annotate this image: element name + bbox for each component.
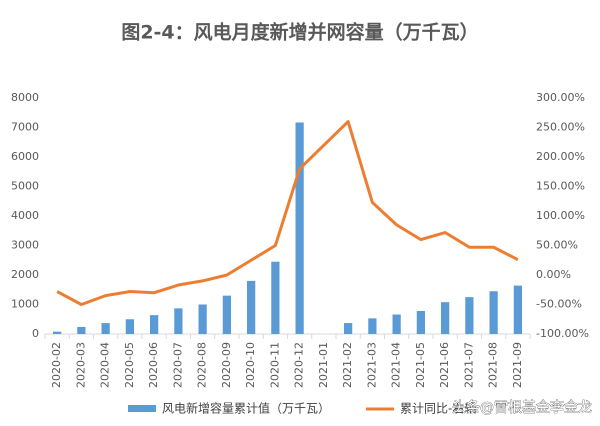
bar — [77, 326, 86, 334]
legend-label: 累计同比-右轴 — [400, 401, 476, 416]
bar — [150, 315, 159, 334]
bar — [247, 280, 256, 334]
y2-tick-label: 250.00% — [536, 121, 585, 134]
y2-tick-label: 150.00% — [536, 180, 585, 193]
legend-label: 风电新增容量累计值（万千瓦） — [162, 401, 330, 416]
y2-tick-label: -100.00% — [536, 327, 589, 340]
x-tick-label: 2020-05 — [123, 342, 136, 388]
y-tick-label: 2000 — [11, 268, 39, 281]
y2-tick-label: 200.00% — [536, 150, 585, 163]
bar — [513, 285, 522, 334]
x-tick-label: 2021-06 — [438, 342, 451, 388]
x-tick-label: 2020-09 — [220, 342, 233, 388]
x-tick-label: 2020-02 — [50, 342, 63, 388]
x-tick-label: 2020-08 — [196, 342, 209, 388]
y-tick-label: 4000 — [11, 209, 39, 222]
bar — [368, 318, 377, 334]
bar — [101, 323, 110, 334]
y2-tick-label: 100.00% — [536, 209, 585, 222]
x-tick-label: 2021-04 — [390, 342, 403, 388]
legend-swatch — [128, 405, 156, 412]
x-tick-label: 2021-07 — [462, 342, 475, 388]
x-tick-label: 2020-06 — [147, 342, 160, 388]
y2-tick-label: 50.00% — [536, 239, 578, 252]
line — [56, 120, 519, 306]
x-tick-label: 2020-10 — [244, 342, 257, 388]
bar — [489, 291, 498, 334]
y-tick-label: 6000 — [11, 150, 39, 163]
x-tick-label: 2021-08 — [487, 342, 500, 388]
x-tick-label: 2020-03 — [74, 342, 87, 388]
watermark: 头条@雷根基金李金龙 — [452, 399, 592, 416]
bar — [198, 304, 207, 334]
x-tick-label: 2021-05 — [414, 342, 427, 388]
x-tick-label: 2021-01 — [317, 342, 330, 388]
y-tick-label: 1000 — [11, 298, 39, 311]
bar — [222, 295, 231, 334]
bar — [441, 302, 450, 334]
y-tick-label: 5000 — [11, 180, 39, 193]
y2-tick-label: 300.00% — [536, 91, 585, 104]
bar — [344, 323, 353, 334]
bar — [465, 297, 474, 334]
x-tick-label: 2020-12 — [293, 342, 306, 388]
y-tick-label: 8000 — [11, 91, 39, 104]
x-tick-label: 2020-11 — [268, 342, 281, 388]
bar — [174, 308, 183, 334]
x-tick-label: 2020-07 — [171, 342, 184, 388]
x-tick-label: 2021-09 — [511, 342, 524, 388]
x-tick-label: 2020-04 — [99, 342, 112, 388]
y-tick-label: 3000 — [11, 239, 39, 252]
bar — [416, 310, 425, 334]
x-tick-label: 2021-02 — [341, 342, 354, 388]
bar — [295, 122, 304, 334]
y2-tick-label: -50.00% — [536, 298, 582, 311]
chart-title: 图2-4：风电月度新增并网容量（万千瓦） — [121, 21, 478, 44]
bar — [125, 319, 134, 334]
bar — [392, 314, 401, 334]
bar — [53, 331, 62, 334]
y2-tick-label: 0.00% — [536, 268, 571, 281]
y-tick-label: 0 — [32, 327, 39, 340]
y-tick-label: 7000 — [11, 121, 39, 134]
x-tick-label: 2021-03 — [365, 342, 378, 388]
bar — [271, 261, 280, 334]
